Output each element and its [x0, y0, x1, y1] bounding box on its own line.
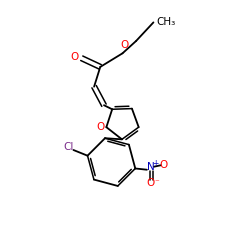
Text: O: O	[97, 122, 105, 132]
Text: O: O	[160, 160, 168, 170]
Text: CH₃: CH₃	[156, 17, 176, 27]
Text: +: +	[152, 159, 159, 168]
Text: O: O	[70, 52, 79, 62]
Text: O: O	[120, 40, 129, 50]
Text: ⁻: ⁻	[154, 178, 159, 187]
Text: N: N	[148, 162, 155, 172]
Text: Cl: Cl	[64, 142, 74, 152]
Text: O: O	[146, 178, 154, 188]
